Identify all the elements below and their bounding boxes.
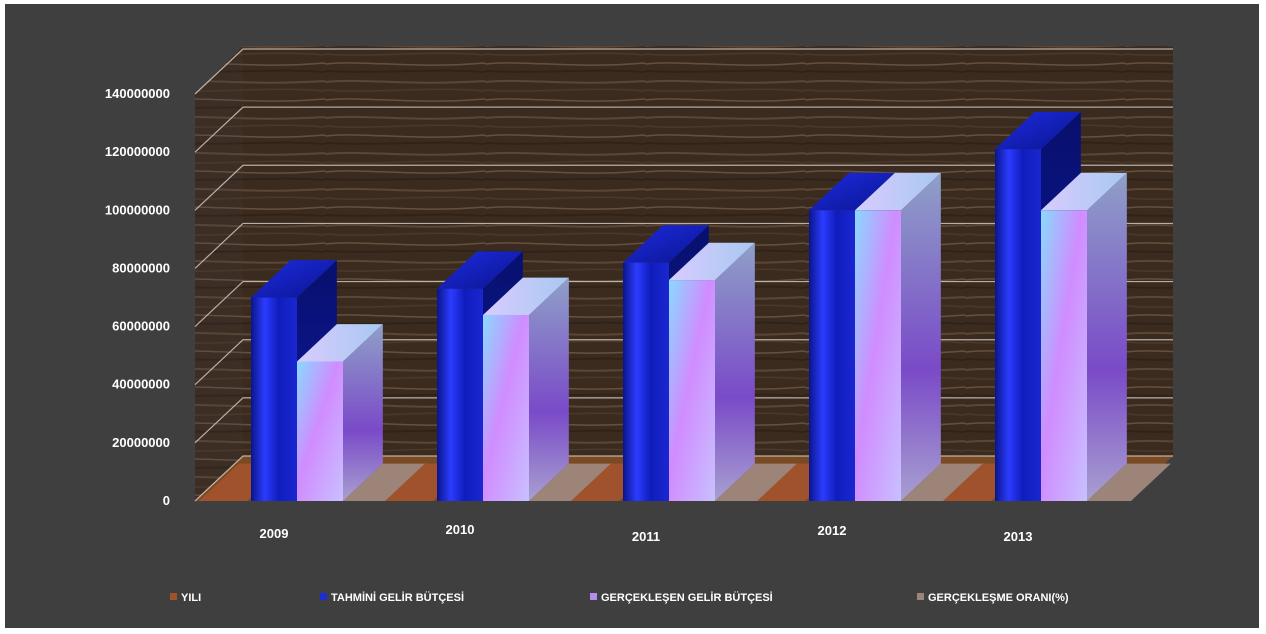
y-tick-label: 100000000 [105, 202, 170, 217]
bar-gerceklesen-2013 [1041, 172, 1127, 502]
bar-top [437, 251, 523, 289]
legend-item: TAHMİNİ GELİR BÜTÇESİ [320, 591, 464, 604]
x-tick-label: 2013 [1004, 529, 1033, 544]
bar-side [343, 324, 383, 501]
bar-front [809, 210, 855, 502]
legend-label: TAHMİNİ GELİR BÜTÇESİ [331, 591, 464, 604]
bar-front [437, 288, 483, 501]
side-wall [195, 46, 243, 501]
y-tick-label: 0 [163, 493, 170, 508]
y-axis-ticks: 0 20000000 40000000 60000000 80000000 1000000… [105, 86, 170, 508]
legend-swatch [590, 593, 597, 600]
bar-oran-2012 [901, 463, 985, 501]
legend-label: GERÇEKLEŞME ORANI(%) [928, 592, 1069, 604]
bar-front [297, 361, 343, 501]
chart-area: 0 20000000 40000000 60000000 80000000 1000000… [5, 4, 1259, 628]
bar-front [251, 297, 297, 501]
legend-label: GERÇEKLEŞEN GELİR BÜTÇESİ [601, 591, 773, 604]
legend-item: GERÇEKLEŞME ORANI(%) [917, 592, 1069, 604]
bar-gerceklesen-2011 [669, 242, 755, 501]
bar-top [855, 172, 941, 211]
bar-top [623, 225, 709, 263]
bar-oran-2013 [1087, 463, 1171, 501]
legend-item: YILI [170, 592, 201, 604]
y-tick-label: 120000000 [105, 144, 170, 159]
x-tick-label: 2010 [446, 522, 475, 537]
flat-bar-top [901, 463, 985, 501]
gridline-5 [194, 164, 1173, 211]
legend: YILI TAHMİNİ GELİR BÜTÇESİ GERÇEKLEŞEN GEL… [170, 591, 1069, 604]
bar-oran-2011 [715, 463, 799, 501]
legend-swatch [320, 593, 327, 600]
bar-top [995, 111, 1081, 150]
flat-bar-top [715, 463, 799, 501]
bar-top [1041, 172, 1127, 211]
bar-top [809, 172, 895, 211]
x-axis-ticks: 2009 2010 2011 2012 2013 [260, 522, 1033, 544]
legend-label: YILI [181, 592, 201, 604]
y-tick-label: 140000000 [105, 86, 170, 101]
y-tick-label: 40000000 [112, 377, 170, 392]
bar-oran-2010 [529, 463, 613, 501]
y-tick-label: 20000000 [112, 435, 170, 450]
bar-front [995, 149, 1041, 501]
bar-front [623, 262, 669, 501]
bar-side [1087, 172, 1127, 501]
bar-side [715, 242, 755, 501]
legend-item: GERÇEKLEŞEN GELİR BÜTÇESİ [590, 591, 773, 604]
y-tick-label: 60000000 [112, 319, 170, 334]
bar-top [669, 242, 755, 281]
bar-front [855, 210, 901, 502]
bar-front [1041, 210, 1087, 502]
gridline-6 [194, 106, 1173, 153]
bar-top [297, 324, 383, 362]
chart-svg: 0 20000000 40000000 60000000 80000000 1000000… [105, 46, 1173, 604]
bar-oran-2009 [343, 463, 427, 501]
bar-side [901, 172, 941, 501]
chart-marks [199, 111, 1171, 502]
bar-top [483, 277, 569, 315]
x-tick-label: 2011 [632, 529, 660, 544]
gridline-7 [194, 48, 1173, 95]
flat-bar-top [529, 463, 613, 501]
bar-gerceklesen-2010 [483, 277, 569, 501]
bar-gerceklesen-2012 [855, 172, 941, 502]
x-tick-label: 2012 [818, 523, 847, 538]
bar-front [669, 280, 715, 501]
bar-gerceklesen-2009 [297, 324, 383, 501]
bar-side [529, 277, 569, 501]
flat-bar-top [1087, 463, 1171, 501]
legend-swatch [170, 593, 177, 600]
flat-bar-top [343, 463, 427, 501]
x-tick-label: 2009 [260, 526, 289, 541]
bar-top [251, 260, 337, 298]
bar-front [483, 314, 529, 501]
legend-swatch [917, 593, 924, 600]
y-tick-label: 80000000 [112, 260, 170, 275]
